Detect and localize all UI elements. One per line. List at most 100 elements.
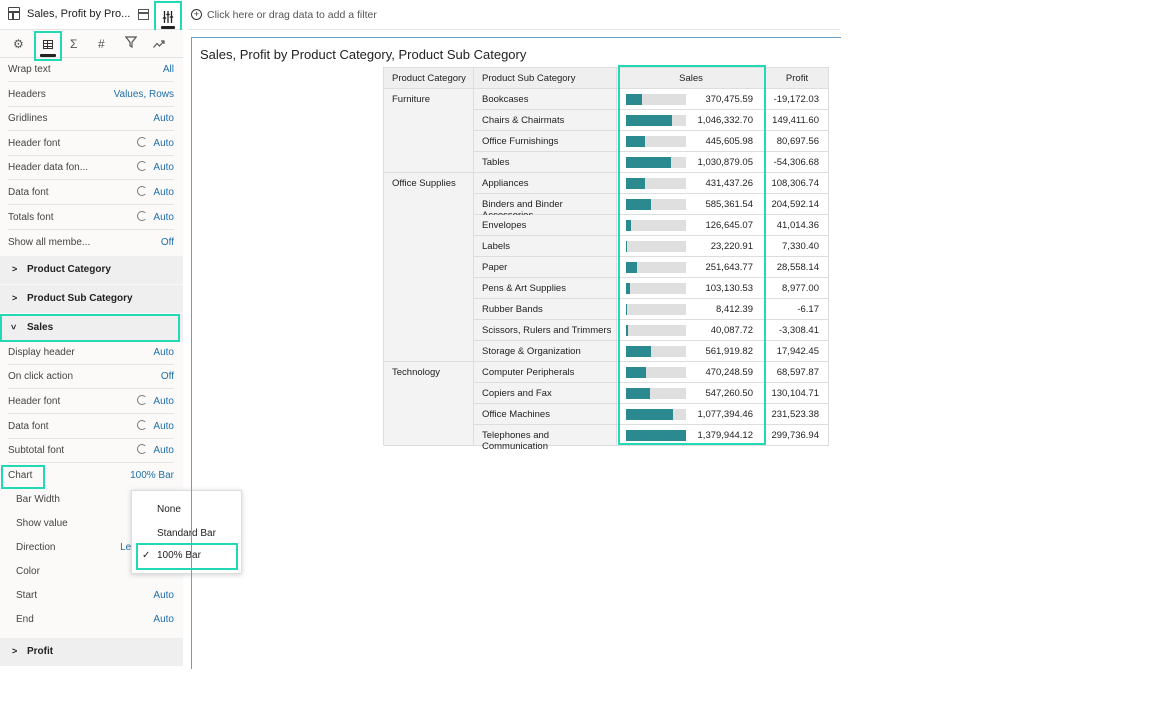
header-product-sub-category[interactable]: Product Sub Category	[474, 68, 617, 89]
profit-cell[interactable]: 41,014.36	[766, 215, 829, 236]
filter-placeholder[interactable]: Click here or drag data to add a filter	[207, 8, 377, 21]
sales-cell[interactable]: 1,077,394.46	[617, 404, 766, 425]
filter-bar[interactable]: + Click here or drag data to add a filte…	[188, 0, 840, 30]
sales-cell[interactable]: 370,475.59	[617, 89, 766, 110]
category-cell[interactable]: Office Supplies	[384, 173, 474, 362]
sales-cell[interactable]: 126,645.07	[617, 215, 766, 236]
prop-header-data-font[interactable]: Header data fon... Auto	[8, 156, 174, 180]
prop-on-click-action[interactable]: On click action Off	[8, 365, 174, 389]
prop-bar-width[interactable]: Bar Width	[8, 488, 174, 512]
sub-category-cell[interactable]: Paper	[474, 257, 617, 278]
prop-header-font[interactable]: Header font Auto	[8, 132, 174, 156]
sub-category-cell[interactable]: Bookcases	[474, 89, 617, 110]
layout-icon[interactable]	[138, 9, 149, 20]
sub-category-cell[interactable]: Appliances	[474, 173, 617, 194]
profit-cell[interactable]: 231,523.38	[766, 404, 829, 425]
sales-cell[interactable]: 23,220.91	[617, 236, 766, 257]
hash-icon[interactable]: #	[98, 37, 105, 51]
sales-cell[interactable]: 1,030,879.05	[617, 152, 766, 173]
reset-icon[interactable]	[137, 161, 147, 171]
profit-cell[interactable]: -19,172.03	[766, 89, 829, 110]
prop-value[interactable]: Auto	[153, 162, 174, 173]
sub-category-cell[interactable]: Storage & Organization	[474, 341, 617, 362]
sales-cell[interactable]: 547,260.50	[617, 383, 766, 404]
prop-end[interactable]: End Auto	[8, 608, 174, 632]
sales-cell[interactable]: 1,046,332.70	[617, 110, 766, 131]
prop-sales-header-font[interactable]: Header font Auto	[8, 390, 174, 414]
sales-cell[interactable]: 561,919.82	[617, 341, 766, 362]
profit-cell[interactable]: 17,942.45	[766, 341, 829, 362]
prop-value[interactable]: Auto	[153, 421, 174, 432]
prop-value[interactable]: Auto	[153, 138, 174, 149]
prop-value[interactable]: Auto	[153, 187, 174, 198]
sub-category-cell[interactable]: Binders and Binder Accessories	[474, 194, 617, 221]
sub-category-cell[interactable]: Office Machines	[474, 404, 617, 425]
prop-subtotal-font[interactable]: Subtotal font Auto	[8, 439, 174, 463]
profit-cell[interactable]: 108,306.74	[766, 173, 829, 194]
profit-cell[interactable]: 149,411.60	[766, 110, 829, 131]
sub-category-cell[interactable]: Scissors, Rulers and Trimmers	[474, 320, 617, 341]
prop-value[interactable]: Auto	[153, 347, 174, 358]
prop-value[interactable]: All	[162, 64, 174, 75]
prop-gridlines[interactable]: Gridlines Auto	[8, 107, 174, 131]
sub-category-cell[interactable]: Copiers and Fax	[474, 383, 617, 404]
filter-icon[interactable]	[124, 36, 138, 51]
section-profit[interactable]: > Profit	[0, 638, 183, 666]
prop-display-header[interactable]: Display header Auto	[8, 341, 174, 365]
profit-cell[interactable]: -54,306.68	[766, 152, 829, 173]
option-none[interactable]: None	[157, 504, 181, 515]
sales-cell[interactable]: 103,130.53	[617, 278, 766, 299]
sub-category-cell[interactable]: Pens & Art Supplies	[474, 278, 617, 299]
prop-value[interactable]: Off	[160, 237, 174, 248]
sales-cell[interactable]: 40,087.72	[617, 320, 766, 341]
profit-cell[interactable]: 7,330.40	[766, 236, 829, 257]
prop-value[interactable]: Off	[160, 371, 174, 382]
canvas-title[interactable]: Sales, Profit by Pro...	[27, 8, 131, 20]
prop-headers[interactable]: Headers Values, Rows	[8, 83, 174, 107]
prop-totals-font[interactable]: Totals font Auto	[8, 206, 174, 230]
reset-icon[interactable]	[137, 186, 147, 196]
gear-icon[interactable]: ⚙	[13, 37, 24, 51]
profit-cell[interactable]: 130,104.71	[766, 383, 829, 404]
header-profit[interactable]: Profit	[766, 68, 829, 89]
prop-value[interactable]: Lef	[120, 542, 134, 553]
panel-divider[interactable]	[191, 37, 192, 669]
prop-value[interactable]: 100% Bar	[130, 470, 174, 481]
reset-icon[interactable]	[137, 420, 147, 430]
prop-show-value[interactable]: Show value	[8, 512, 174, 536]
table-tab[interactable]	[34, 31, 62, 61]
prop-wrap-text[interactable]: Wrap text All	[8, 58, 174, 82]
sigma-icon[interactable]: Σ	[70, 37, 78, 51]
profit-cell[interactable]: 28,558.14	[766, 257, 829, 278]
prop-value[interactable]: Auto	[153, 614, 174, 625]
profit-cell[interactable]: 80,697.56	[766, 131, 829, 152]
prop-direction[interactable]: Direction Lef	[8, 536, 174, 560]
reset-icon[interactable]	[137, 444, 147, 454]
section-product-sub-category[interactable]: > Product Sub Category	[0, 285, 183, 313]
sales-cell[interactable]: 8,412.39	[617, 299, 766, 320]
profit-cell[interactable]: -6.17	[766, 299, 829, 320]
prop-sales-data-font[interactable]: Data font Auto	[8, 415, 174, 439]
reset-icon[interactable]	[137, 137, 147, 147]
sub-category-cell[interactable]: Envelopes	[474, 215, 617, 236]
sub-category-cell[interactable]: Labels	[474, 236, 617, 257]
sales-cell[interactable]: 445,605.98	[617, 131, 766, 152]
add-filter-icon[interactable]: +	[191, 9, 202, 20]
prop-value[interactable]: Values, Rows	[113, 89, 174, 100]
prop-value[interactable]: Auto	[153, 590, 174, 601]
profit-cell[interactable]: -3,308.41	[766, 320, 829, 341]
reset-icon[interactable]	[137, 211, 147, 221]
prop-value[interactable]: Auto	[153, 113, 174, 124]
prop-chart[interactable]: Chart 100% Bar	[8, 464, 174, 488]
prop-value[interactable]: Auto	[153, 445, 174, 456]
sub-category-cell[interactable]: Telephones and Communication	[474, 425, 617, 452]
prop-data-font[interactable]: Data font Auto	[8, 181, 174, 205]
sales-cell[interactable]: 431,437.26	[617, 173, 766, 194]
header-sales[interactable]: Sales	[617, 68, 766, 89]
reset-icon[interactable]	[137, 395, 147, 405]
section-sales[interactable]: > Sales	[0, 314, 183, 342]
prop-value[interactable]: Auto	[153, 212, 174, 223]
option-100-bar[interactable]: 100% Bar	[157, 550, 201, 561]
sub-category-cell[interactable]: Computer Peripherals	[474, 362, 617, 383]
sales-cell[interactable]: 251,643.77	[617, 257, 766, 278]
